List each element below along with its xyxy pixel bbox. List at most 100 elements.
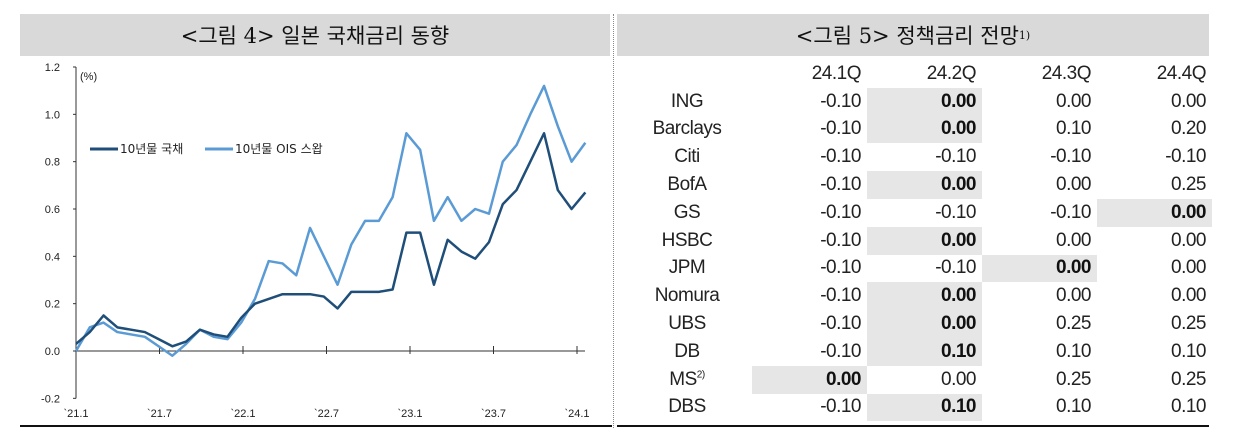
figure-4-title: <그림 4> 일본 국채금리 동향	[20, 14, 610, 56]
table-row: Citi -0.10 -0.10 -0.10 -0.10	[622, 143, 1212, 171]
rate-cell: 0.10	[867, 393, 982, 422]
rate-cell: 0.10	[867, 337, 982, 366]
series-line-0	[75, 132, 587, 348]
table-row: HSBC -0.10 0.00 0.00 0.00	[622, 226, 1212, 255]
y-tick-label: 1.2	[45, 62, 60, 74]
rate-cell: 0.10	[1171, 396, 1206, 418]
bank-name: UBS	[622, 310, 752, 338]
table-row: DBS -0.10 0.10 0.10 0.10	[622, 393, 1212, 422]
rate-cell: -0.10	[820, 396, 861, 418]
y-tick-label: 1.0	[45, 109, 60, 121]
bank-name: DBS	[622, 394, 752, 422]
rate-cell: 0.25	[1056, 368, 1091, 390]
rate-cell: 0.00	[867, 115, 982, 144]
bank-name: HSBC	[622, 227, 752, 255]
bank-name-text: DB	[674, 340, 700, 362]
figure-4-title-text: <그림 4> 일본 국채금리 동향	[180, 24, 450, 48]
rate-cell: 0.25	[1171, 174, 1206, 196]
rate-cell: 0.00	[1097, 198, 1212, 227]
rate-cell: 0.00	[1171, 90, 1206, 112]
x-tick-label: `22.7	[314, 408, 339, 420]
figure-5-title: <그림 5> 정책금리 전망 1)	[617, 14, 1209, 56]
rate-cell: -0.10	[1050, 201, 1091, 223]
bank-name: GS	[622, 199, 752, 227]
bank-name-text: UBS	[668, 313, 706, 335]
unit-label: (%)	[80, 71, 97, 83]
left-bottom-rule	[20, 425, 612, 427]
rate-cell: -0.10	[820, 118, 861, 140]
table-row: ING -0.10 0.00 0.00 0.00	[622, 87, 1212, 116]
table-row: JPM -0.10 -0.10 0.00 0.00	[622, 254, 1212, 283]
table-header-row: 24.1Q 24.2Q 24.3Q 24.4Q	[622, 60, 1212, 88]
table-row: DB -0.10 0.10 0.10 0.10	[622, 337, 1212, 366]
footnote-marker: 2)	[696, 369, 705, 381]
rate-cell: 0.00	[867, 282, 982, 311]
rate-cell: 0.10	[1171, 340, 1206, 362]
bank-name-text: JPM	[668, 257, 706, 279]
bank-name: MS2)	[622, 366, 752, 394]
x-tick-label: `23.1	[397, 408, 422, 420]
table-row: GS -0.10 -0.10 -0.10 0.00	[622, 198, 1212, 227]
rate-cell: -0.10	[820, 229, 861, 251]
rate-cell: 0.25	[1056, 313, 1091, 335]
rate-cell: -0.10	[935, 146, 976, 168]
rate-cell: 0.00	[867, 171, 982, 199]
rate-cell: -0.10	[820, 174, 861, 196]
policy-rate-table: 24.1Q 24.2Q 24.3Q 24.4Q ING -0.10 0.00 0.00 0.0…	[622, 60, 1212, 422]
bank-name: Barclays	[622, 116, 752, 144]
figure-5-title-note: 1)	[1018, 28, 1031, 42]
x-tick-label: `24.1	[564, 408, 589, 420]
column-header: 24.4Q	[1156, 62, 1207, 84]
bank-name: Nomura	[622, 282, 752, 310]
bank-name-text: Barclays	[652, 118, 722, 140]
bank-name-text: Nomura	[654, 285, 720, 307]
right-bottom-rule	[617, 425, 1209, 427]
rate-cell: -0.10	[935, 201, 976, 223]
y-tick-label: 0.4	[45, 251, 60, 263]
rate-cell: 0.25	[1171, 313, 1206, 335]
table-row: MS2) 0.00 0.00 0.25 0.25	[622, 365, 1212, 394]
y-tick-label: 0.8	[45, 157, 60, 169]
rate-cell: -0.10	[935, 257, 976, 279]
rate-cell: 0.00	[867, 310, 982, 338]
rate-cell: 0.00	[867, 87, 982, 116]
rate-cell: 0.10	[1056, 118, 1091, 140]
rate-cell: 0.10	[1056, 340, 1091, 362]
legend-label-0: 10년물 국채	[120, 142, 183, 156]
rate-cell: -0.10	[820, 285, 861, 307]
rate-cell: 0.00	[867, 226, 982, 255]
x-tick-label: `21.7	[147, 408, 172, 420]
bank-name-text: GS	[673, 201, 701, 223]
rate-cell: 0.25	[1171, 368, 1206, 390]
bank-name-text: Citi	[674, 146, 700, 168]
table-row: Barclays -0.10 0.00 0.10 0.20	[622, 115, 1212, 144]
x-tick-label: `21.1	[63, 408, 88, 420]
rate-cell: 0.00	[1056, 229, 1091, 251]
rate-cell: -0.10	[820, 90, 861, 112]
y-tick-label: -0.2	[41, 393, 60, 405]
y-tick-label: 0.2	[45, 299, 60, 311]
rate-cell: -0.10	[820, 201, 861, 223]
rate-cell: 0.00	[1171, 229, 1206, 251]
bank-name-text: DBS	[668, 396, 706, 418]
rate-cell: -0.10	[820, 257, 861, 279]
rate-cell: -0.10	[820, 313, 861, 335]
column-header: 24.2Q	[926, 62, 977, 84]
table-row: BofA -0.10 0.00 0.00 0.25	[622, 171, 1212, 199]
table-row: Nomura -0.10 0.00 0.00 0.00	[622, 282, 1212, 311]
rate-cell: 0.00	[1056, 285, 1091, 307]
bank-name: ING	[622, 88, 752, 116]
bank-name: BofA	[622, 171, 752, 199]
header-blank	[622, 60, 752, 88]
legend-label-1: 10년물 OIS 스왑	[235, 142, 323, 156]
panel-divider	[613, 14, 614, 428]
series-line-1	[74, 84, 587, 357]
rate-cell: 0.00	[1171, 285, 1206, 307]
bank-name-text: ING	[670, 90, 704, 112]
figure-5-title-text: <그림 5> 정책금리 전망	[795, 24, 1019, 48]
rate-cell: -0.10	[820, 146, 861, 168]
bank-name: JPM	[622, 255, 752, 283]
rate-cell: -0.10	[1165, 146, 1206, 168]
rate-cell: 0.00	[752, 365, 867, 394]
rate-cell: 0.00	[1056, 174, 1091, 196]
